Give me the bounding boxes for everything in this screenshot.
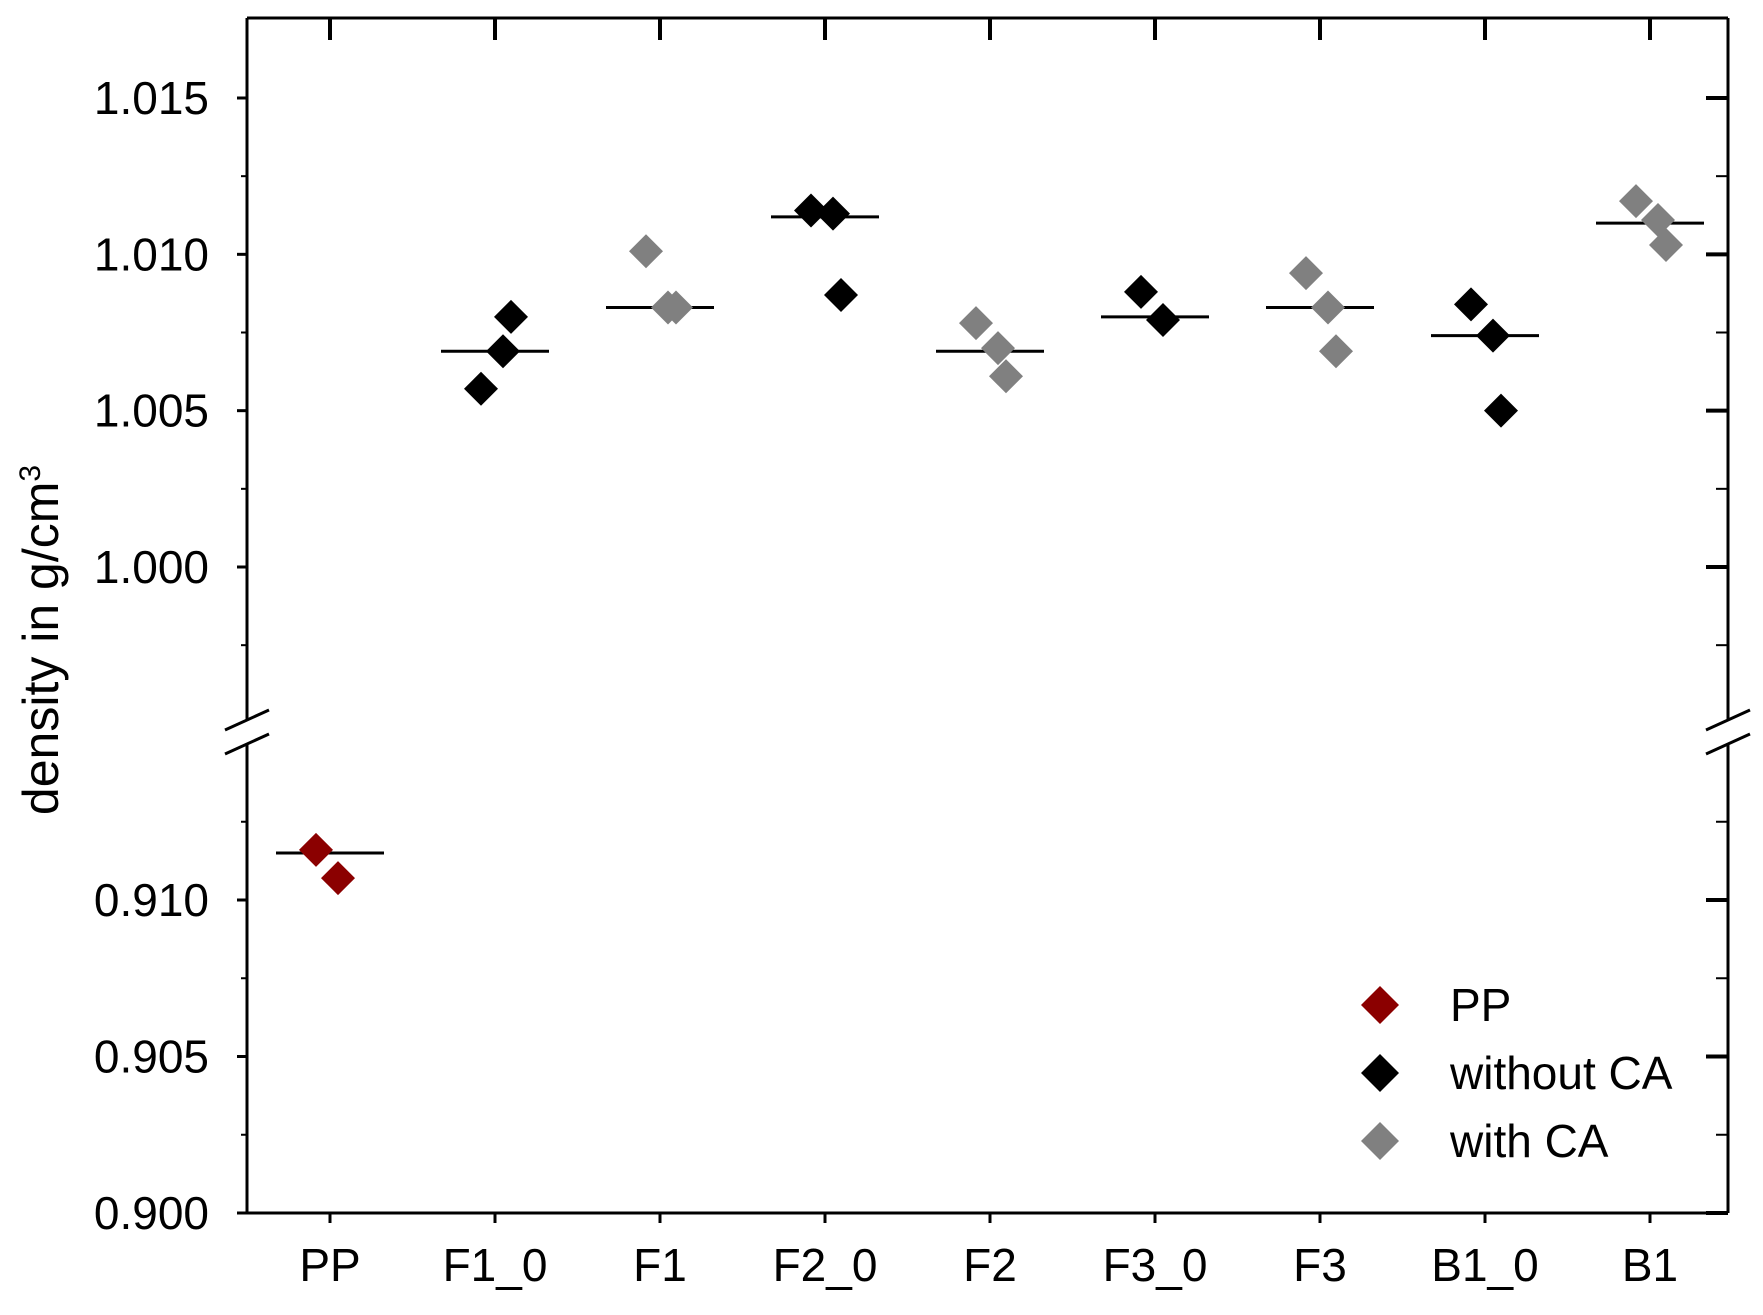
x-tick-label: PP	[299, 1239, 360, 1291]
data-point	[486, 334, 520, 369]
data-point	[464, 371, 498, 406]
x-tick-label: F3	[1293, 1239, 1347, 1291]
axis-break-right-2	[1705, 732, 1751, 756]
y-tick-label: 1.000	[94, 541, 209, 593]
data-point	[1476, 318, 1510, 353]
data-point	[1484, 393, 1518, 428]
y-tick-label: 1.005	[94, 385, 209, 437]
data-point	[659, 290, 693, 325]
data-point	[1319, 334, 1353, 369]
data-point	[299, 832, 333, 867]
data-point	[1454, 287, 1488, 322]
y-tick-label: 0.910	[94, 874, 209, 926]
data-point	[1146, 302, 1180, 337]
data-point	[1289, 256, 1323, 291]
legend-marker	[1361, 986, 1399, 1024]
data-point	[824, 277, 858, 312]
y-tick-label: 1.010	[94, 228, 209, 280]
data-point	[1124, 274, 1158, 309]
data-point	[629, 234, 663, 269]
y-tick-label: 0.900	[94, 1187, 209, 1239]
x-tick-label: B1	[1622, 1239, 1678, 1291]
axis-break-right-1	[1705, 708, 1751, 732]
y-tick-label: 1.015	[94, 72, 209, 124]
legend: PP without CA with CA	[1361, 979, 1673, 1167]
legend-label: PP	[1450, 979, 1511, 1031]
y-axis-label: density in g/cm3	[13, 465, 69, 815]
legend-marker	[1361, 1122, 1399, 1160]
data-point	[1649, 227, 1683, 262]
legend-label: without CA	[1449, 1047, 1673, 1099]
data-points	[299, 184, 1683, 896]
mean-lines	[276, 215, 1704, 855]
data-point	[989, 359, 1023, 394]
x-tick-label: F2	[963, 1239, 1017, 1291]
axis-break-left-1	[224, 708, 270, 732]
y-tick-label: 0.905	[94, 1031, 209, 1083]
axis-break-left-2	[224, 732, 270, 756]
x-tick-label: B1_0	[1431, 1239, 1538, 1291]
x-tick-label: F1_0	[443, 1239, 548, 1291]
data-point	[321, 861, 355, 896]
data-point	[1311, 290, 1345, 325]
data-point	[1641, 202, 1675, 237]
x-tick-label: F1	[633, 1239, 687, 1291]
data-point	[981, 331, 1015, 366]
data-point	[794, 193, 828, 228]
axis-ticks: 0.900 0.905 0.910 1.000 1.005 1.010 1.015 PP F1_…	[94, 18, 1728, 1291]
legend-label: with CA	[1449, 1115, 1609, 1167]
data-point	[816, 196, 850, 231]
plot-frame	[224, 16, 1751, 1215]
data-point	[1619, 184, 1653, 219]
data-point	[959, 306, 993, 341]
data-point	[494, 299, 528, 334]
legend-marker	[1361, 1054, 1399, 1092]
x-tick-label: F2_0	[773, 1239, 878, 1291]
x-tick-label: F3_0	[1103, 1239, 1208, 1291]
